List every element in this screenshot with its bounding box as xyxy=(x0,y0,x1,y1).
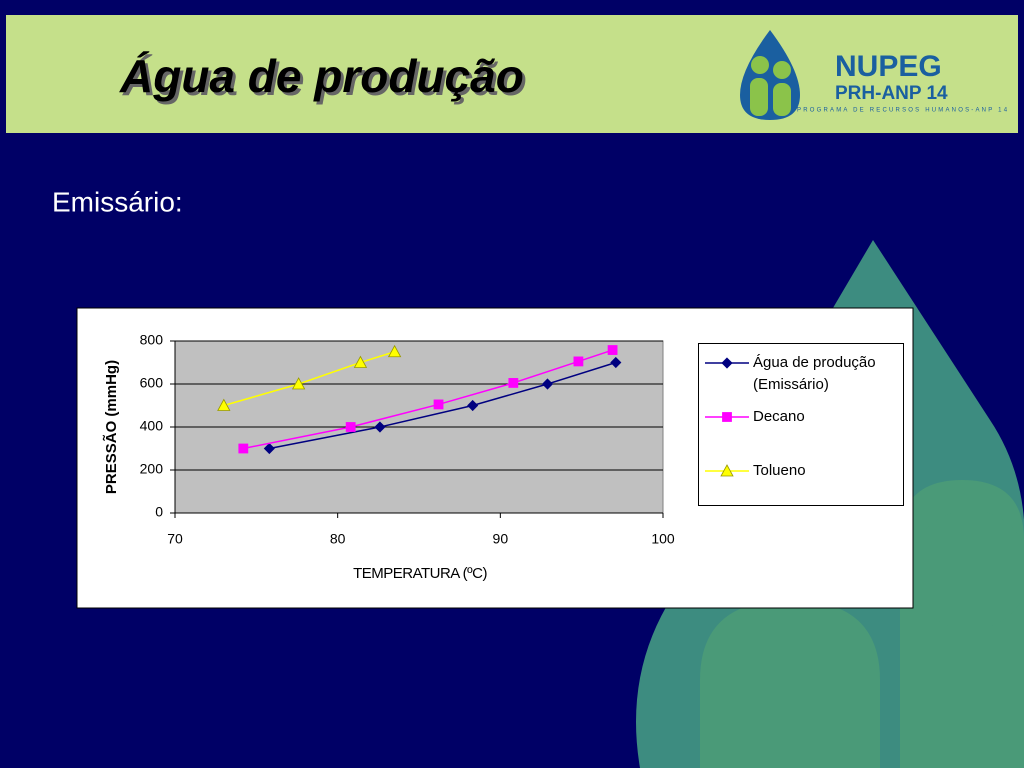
marker xyxy=(467,399,479,412)
logo-person xyxy=(773,61,791,79)
series-line xyxy=(243,349,613,450)
legend-label: Tolueno xyxy=(753,462,806,479)
legend-entry: Decano xyxy=(705,406,903,428)
title-shadow: Água de produção xyxy=(122,53,527,105)
subtitle: Emissário: xyxy=(52,186,183,217)
x-axis-title: TEMPERATURA (ºC) xyxy=(353,565,487,582)
legend: Água de produção (Emissário) Decano Toluen… xyxy=(698,343,904,506)
marker xyxy=(353,355,368,368)
y-axis-title: PRESSÃO (mmHg) xyxy=(102,360,120,494)
y-tick-label: 200 xyxy=(140,461,164,477)
marker xyxy=(722,412,732,422)
marker xyxy=(263,442,275,455)
logo-program: PRH-ANP 14 xyxy=(835,83,948,104)
marker xyxy=(610,356,622,369)
marker xyxy=(238,443,249,454)
marker xyxy=(291,377,306,390)
y-tick-label: 800 xyxy=(140,332,164,348)
marker xyxy=(374,421,386,433)
logo-name: NUPEG xyxy=(835,50,942,83)
series-line xyxy=(223,351,395,407)
y-tick-label: 400 xyxy=(140,418,164,434)
x-tick-label: 70 xyxy=(167,531,183,547)
marker xyxy=(217,398,231,411)
legend-entry: Tolueno xyxy=(705,460,903,482)
marker xyxy=(345,422,356,432)
legend-swatch xyxy=(705,464,749,477)
header-band xyxy=(6,15,1018,133)
marker xyxy=(508,378,519,388)
x-tick-label: 90 xyxy=(493,531,509,547)
marker xyxy=(541,378,554,390)
x-tick-label: 80 xyxy=(330,531,346,547)
y-tick-label: 600 xyxy=(140,375,164,391)
marker xyxy=(433,399,444,410)
marker xyxy=(607,345,618,355)
marker xyxy=(721,357,733,369)
marker xyxy=(720,464,734,477)
logo-person xyxy=(750,78,768,116)
legend-entry: Água de produção (Emissário) xyxy=(705,352,903,396)
x-tick-label: 100 xyxy=(651,531,675,547)
legend-label: Decano xyxy=(753,408,805,425)
bg-circle xyxy=(910,510,1024,630)
bg-arch xyxy=(700,600,880,768)
marker xyxy=(573,356,584,367)
legend-label: Água de produção (Emissário) xyxy=(753,354,876,393)
y-tick-label: 0 xyxy=(155,504,163,520)
logo-person xyxy=(751,56,769,74)
marker xyxy=(387,344,402,358)
logo-person xyxy=(773,83,791,116)
legend-swatch xyxy=(705,412,749,422)
slide-title: Água de produção xyxy=(119,50,524,102)
logo-tagline: PROGRAMA DE RECURSOS HUMANOS-ANP 14 xyxy=(797,108,1009,114)
legend-swatch xyxy=(705,357,749,369)
